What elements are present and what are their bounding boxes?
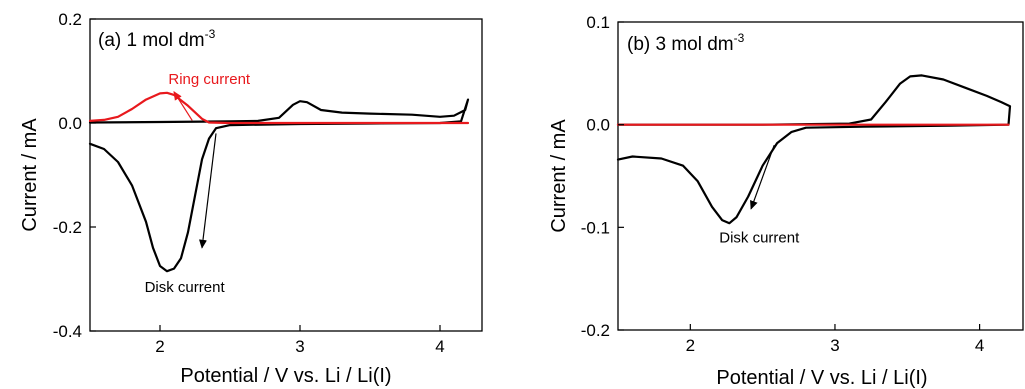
panel-b-ytick-label: -0.2	[581, 321, 610, 340]
panel-a-frame	[89, 18, 483, 332]
panel-b-frame	[617, 21, 1024, 331]
panel-a-xtick-label: 4	[435, 337, 444, 356]
panel-a-ylabel: Current / mA	[19, 118, 41, 232]
panel-a-ytick-label: -0.4	[53, 322, 82, 341]
panel-a-annotation: Ring current	[168, 71, 251, 88]
panel-a-arrows: Ring current Disk current	[145, 71, 251, 296]
panel-b: Disk current 2 3 4 -0.2 -0.1 0.0 0.1 (b) 3 mol…	[548, 13, 1024, 389]
panel-a-arrow	[173, 90, 193, 121]
panel-a-series-0-line	[88, 98, 470, 273]
panel-a-arrow	[199, 133, 217, 249]
panel-a-xtick-label: 2	[155, 337, 164, 356]
panel-b-xtick-label: 3	[830, 336, 839, 355]
panel-a-ytick-label: 0.0	[58, 114, 82, 133]
panel-a-title-exp: -3	[205, 27, 216, 41]
panel-b-arrow	[750, 144, 775, 210]
panel-b-ylabel: Current / mA	[548, 119, 570, 233]
panel-a-title: (a) 1 mol dm-3	[98, 27, 216, 51]
panel-a-xlabel: Potential / V vs. Li / Li(I)	[180, 365, 391, 387]
panel-a-xtick-label: 3	[295, 337, 304, 356]
panel-b-xlabel: Potential / V vs. Li / Li(I)	[716, 367, 927, 389]
panel-b-xtick-label: 2	[686, 336, 695, 355]
panel-a-title-main: (a) 1 mol dm	[98, 30, 205, 51]
panel-b-ytick-label: 0.1	[586, 13, 610, 32]
panel-b-ticks: 2 3 4 -0.2 -0.1 0.0 0.1	[581, 13, 985, 355]
panel-b-title-exp: -3	[734, 31, 745, 45]
panel-b-ytick-label: 0.0	[586, 116, 610, 135]
panel-a-ytick-label: -0.2	[53, 218, 82, 237]
panel-b-arrows: Disk current	[719, 144, 800, 247]
panel-a-annotation: Disk current	[145, 279, 226, 296]
panel-b-curves	[616, 74, 1012, 225]
panel-b-series-0-line	[616, 74, 1012, 225]
panel-b-annotation: Disk current	[719, 230, 800, 247]
panel-b-ytick-label: -0.1	[581, 218, 610, 237]
panel-a-ticks: 2 3 4 -0.4 -0.2 0.0 0.2	[53, 10, 445, 356]
panel-b-title-main: (b) 3 mol dm	[627, 34, 734, 55]
panel-a-ytick-label: 0.2	[58, 10, 82, 29]
panel-a-curves	[88, 91, 470, 273]
panel-b-title: (b) 3 mol dm-3	[627, 31, 745, 55]
panel-a: Ring current Disk current 2 3 4 -0.4 -0.2 0.0 0…	[19, 10, 483, 387]
panel-b-xtick-label: 4	[975, 336, 984, 355]
